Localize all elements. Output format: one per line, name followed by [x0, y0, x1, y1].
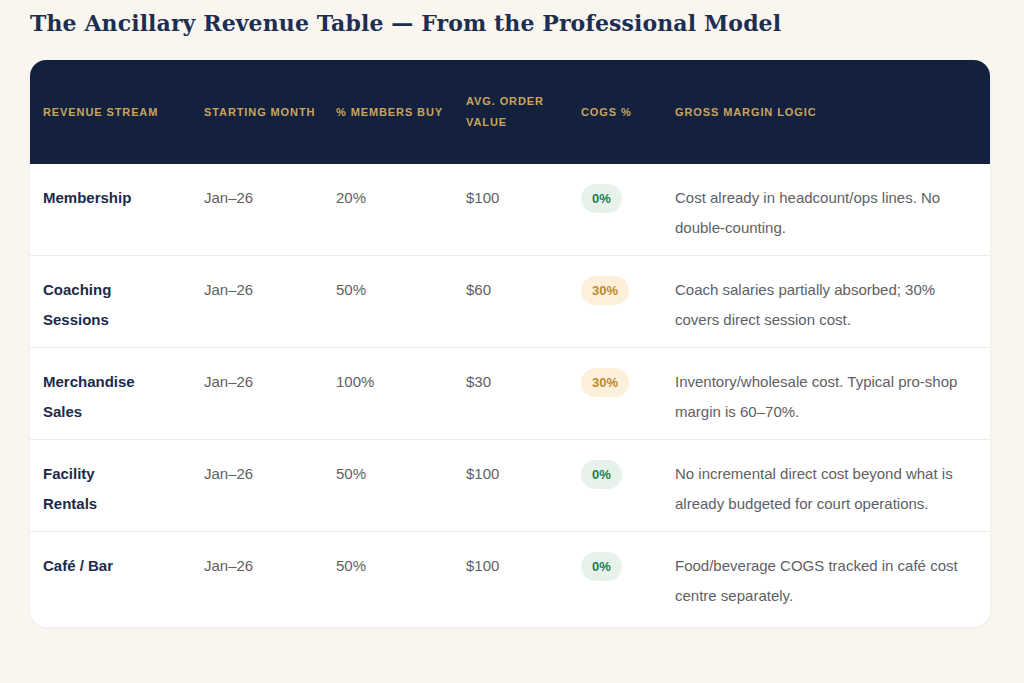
cogs-badge: 30%	[581, 368, 629, 397]
page: The Ancillary Revenue Table — From the P…	[0, 0, 1024, 627]
table-row: Café / Bar Jan–26 50% $100 0% Food/bever…	[30, 532, 990, 627]
starting-month-cell: Jan–26	[204, 367, 336, 397]
column-header-revenue-stream: Revenue Stream	[43, 102, 204, 123]
revenue-stream-cell: Coaching Sessions	[43, 275, 204, 335]
cogs-badge: 0%	[581, 184, 622, 213]
gross-margin-logic-cell: No incremental direct cost beyond what i…	[675, 459, 960, 519]
column-header-pct-members-buy: % Members Buy	[336, 102, 466, 123]
revenue-stream-cell: Facility Rentals	[43, 459, 204, 519]
cogs-cell: 0%	[581, 459, 675, 489]
pct-members-buy-cell: 50%	[336, 275, 466, 305]
ancillary-revenue-table: Revenue Stream Starting Month % Members …	[30, 60, 990, 627]
table-header-row: Revenue Stream Starting Month % Members …	[30, 60, 990, 164]
page-title: The Ancillary Revenue Table — From the P…	[30, 10, 990, 36]
table-row: Membership Jan–26 20% $100 0% Cost alrea…	[30, 164, 990, 256]
cogs-badge: 0%	[581, 552, 622, 581]
gross-margin-logic-cell: Food/beverage COGS tracked in café cost …	[675, 551, 960, 611]
cogs-cell: 30%	[581, 367, 675, 397]
table-row: Coaching Sessions Jan–26 50% $60 30% Coa…	[30, 256, 990, 348]
table-row: Facility Rentals Jan–26 50% $100 0% No i…	[30, 440, 990, 532]
avg-order-value-cell: $100	[466, 551, 581, 581]
avg-order-value-cell: $30	[466, 367, 581, 397]
revenue-stream-cell: Membership	[43, 183, 204, 213]
column-header-cogs-pct: COGS %	[581, 102, 675, 123]
revenue-stream-cell: Café / Bar	[43, 551, 204, 581]
cogs-badge: 0%	[581, 460, 622, 489]
cogs-cell: 30%	[581, 275, 675, 305]
starting-month-cell: Jan–26	[204, 183, 336, 213]
avg-order-value-cell: $100	[466, 183, 581, 213]
revenue-stream-cell: Merchandise Sales	[43, 367, 204, 427]
column-header-avg-order-value: Avg. Order Value	[466, 91, 581, 133]
column-header-gross-margin-logic: Gross Margin Logic	[675, 102, 960, 123]
starting-month-cell: Jan–26	[204, 275, 336, 305]
cogs-cell: 0%	[581, 551, 675, 581]
avg-order-value-cell: $60	[466, 275, 581, 305]
pct-members-buy-cell: 100%	[336, 367, 466, 397]
gross-margin-logic-cell: Inventory/wholesale cost. Typical pro-sh…	[675, 367, 960, 427]
gross-margin-logic-cell: Coach salaries partially absorbed; 30% c…	[675, 275, 960, 335]
cogs-cell: 0%	[581, 183, 675, 213]
pct-members-buy-cell: 50%	[336, 551, 466, 581]
cogs-badge: 30%	[581, 276, 629, 305]
column-header-starting-month: Starting Month	[204, 102, 336, 123]
table-body: Membership Jan–26 20% $100 0% Cost alrea…	[30, 164, 990, 627]
table-row: Merchandise Sales Jan–26 100% $30 30% In…	[30, 348, 990, 440]
starting-month-cell: Jan–26	[204, 551, 336, 581]
avg-order-value-cell: $100	[466, 459, 581, 489]
pct-members-buy-cell: 20%	[336, 183, 466, 213]
gross-margin-logic-cell: Cost already in headcount/ops lines. No …	[675, 183, 960, 243]
pct-members-buy-cell: 50%	[336, 459, 466, 489]
starting-month-cell: Jan–26	[204, 459, 336, 489]
